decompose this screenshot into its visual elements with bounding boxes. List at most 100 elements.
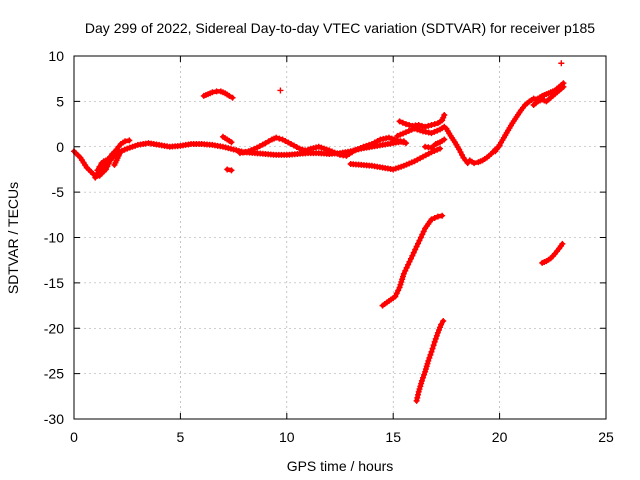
data-point	[416, 386, 423, 393]
y-tick-label: -20	[44, 320, 64, 336]
data-point	[357, 144, 364, 151]
data-point	[428, 130, 435, 137]
data-point	[428, 348, 435, 355]
data-point	[560, 83, 567, 90]
data-point	[90, 170, 97, 177]
data-point	[414, 126, 421, 133]
data-point	[412, 246, 419, 253]
data-point	[430, 342, 437, 349]
data-point	[415, 240, 422, 247]
data-point	[248, 147, 255, 154]
data-point	[396, 118, 403, 125]
data-point	[102, 157, 109, 164]
data-point	[273, 134, 280, 141]
data-point	[422, 123, 429, 130]
y-tick-label: -5	[52, 184, 65, 200]
data-point	[224, 166, 231, 173]
data-point	[423, 363, 430, 370]
data-point	[419, 374, 426, 381]
data-point	[400, 130, 407, 137]
data-point	[433, 332, 440, 339]
data-point	[419, 231, 426, 238]
data-point	[399, 276, 406, 283]
data-point	[411, 125, 418, 132]
data-point	[425, 357, 432, 364]
data-point	[299, 146, 306, 153]
data-point	[229, 94, 236, 101]
data-point	[406, 121, 413, 128]
data-point	[402, 121, 409, 128]
data-point	[408, 126, 415, 133]
y-tick-label: 10	[48, 48, 64, 64]
data-point	[413, 397, 420, 404]
y-tick-label: 5	[56, 93, 64, 109]
data-points	[71, 60, 567, 404]
data-point	[437, 324, 444, 331]
data-point	[251, 145, 258, 152]
x-tick-label: 20	[492, 429, 508, 445]
data-point	[422, 366, 429, 373]
x-axis-label: GPS time / hours	[287, 458, 394, 474]
data-point	[296, 145, 303, 152]
data-point	[438, 321, 445, 328]
data-point	[439, 212, 446, 219]
data-point	[228, 167, 235, 174]
data-point	[276, 135, 283, 142]
data-point	[434, 127, 441, 134]
data-point	[400, 270, 407, 277]
data-point	[441, 136, 448, 143]
data-point	[437, 145, 444, 152]
data-point	[397, 131, 404, 138]
data-point	[434, 329, 441, 336]
x-tick-label: 25	[598, 429, 614, 445]
data-point	[209, 89, 216, 96]
data-point	[429, 345, 436, 352]
data-point	[399, 119, 406, 126]
data-point	[431, 128, 438, 135]
data-point	[431, 121, 438, 128]
data-point	[558, 60, 565, 67]
data-point	[396, 284, 403, 291]
data-point	[277, 87, 284, 94]
data-point	[426, 354, 433, 361]
data-point	[402, 140, 409, 147]
data-point	[405, 128, 412, 135]
data-point	[439, 117, 446, 124]
data-point	[415, 121, 422, 128]
data-point	[398, 278, 405, 285]
data-point	[226, 92, 233, 99]
plot-frame	[73, 55, 607, 420]
data-point	[96, 163, 103, 170]
data-point	[403, 264, 410, 271]
data-point	[418, 122, 425, 129]
data-point	[417, 383, 424, 390]
data-point	[431, 147, 438, 154]
data-point	[559, 240, 566, 247]
data-point	[420, 228, 427, 235]
data-point	[409, 252, 416, 259]
data-point	[425, 122, 432, 129]
data-point	[422, 368, 429, 375]
data-point	[397, 138, 404, 145]
data-point	[440, 114, 447, 121]
data-point	[428, 121, 435, 128]
data-point	[416, 237, 423, 244]
data-point	[126, 137, 133, 144]
data-point	[394, 132, 401, 139]
data-point	[115, 152, 122, 159]
x-tick-label: 10	[279, 429, 295, 445]
data-point	[351, 147, 358, 154]
x-tick-label: 0	[70, 429, 78, 445]
data-point	[262, 140, 269, 147]
data-point	[431, 214, 438, 221]
data-point	[388, 135, 395, 142]
data-point	[228, 139, 235, 146]
data-point	[428, 216, 435, 223]
data-point	[415, 388, 422, 395]
data-point	[427, 351, 434, 358]
grid-lines	[74, 56, 606, 419]
data-point	[385, 134, 392, 141]
data-point	[414, 394, 421, 401]
data-point	[245, 148, 252, 155]
